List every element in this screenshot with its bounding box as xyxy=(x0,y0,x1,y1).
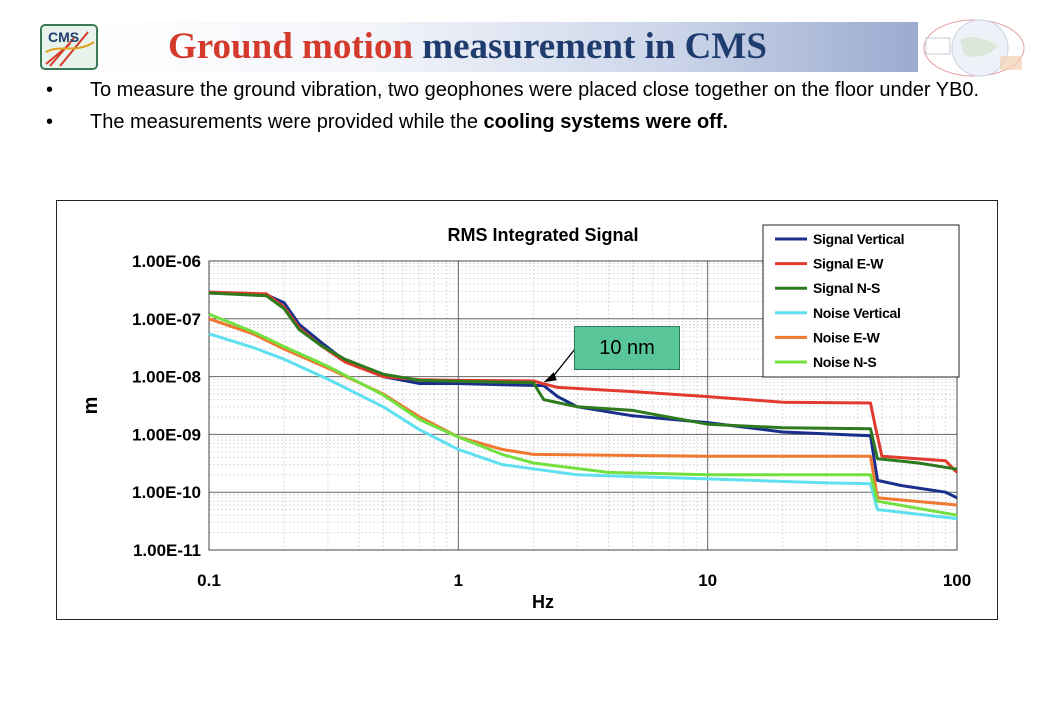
chart-title: RMS Integrated Signal xyxy=(447,225,638,245)
x-tick-label: 100 xyxy=(943,571,971,590)
chart-frame: 0.1 1 10 100 1.00E-06 1.00E-07 1.00E-08 1.00E-0… xyxy=(56,200,998,620)
page-title: Ground motion measurement in CMS xyxy=(168,24,767,70)
bullet-text: The measurements were provided while the… xyxy=(90,110,1020,134)
legend-entry: Signal E-W xyxy=(813,256,884,272)
callout-10nm: 10 nm xyxy=(574,326,680,370)
cms-logo-icon: CMS xyxy=(40,24,98,70)
legend-box xyxy=(762,224,960,378)
legend-entry: Signal N-S xyxy=(813,280,880,296)
y-tick-label: 1.00E-10 xyxy=(132,483,201,502)
title-part-blue: measurement in CMS xyxy=(422,26,767,67)
series-line xyxy=(208,291,958,500)
x-tick-label: 1 xyxy=(454,571,463,590)
bullet-glyph: • xyxy=(46,79,54,101)
cms-logo-text: CMS xyxy=(48,29,79,45)
x-tick-label: 10 xyxy=(698,571,717,590)
series-line xyxy=(208,332,958,521)
x-axis-label: Hz xyxy=(532,592,554,612)
y-tick-label: 1.00E-07 xyxy=(132,310,201,329)
x-tick-label: 0.1 xyxy=(197,571,221,590)
bullet-item: • The measurements were provided while t… xyxy=(40,110,1020,134)
y-tick-label: 1.00E-06 xyxy=(132,252,201,271)
legend-entry: Noise E-W xyxy=(813,329,881,345)
series-line xyxy=(208,291,958,471)
bullet-list: • To measure the ground vibration, two g… xyxy=(40,78,1020,142)
title-part-red: Ground motion xyxy=(168,26,414,67)
series-line xyxy=(208,312,958,517)
y-tick-label: 1.00E-09 xyxy=(132,425,201,444)
bullet-glyph: • xyxy=(46,111,54,133)
legend-entry: Noise Vertical xyxy=(813,305,901,321)
title-banner xyxy=(70,22,918,72)
callout-arrowhead xyxy=(543,372,557,383)
y-tick-label: 1.00E-08 xyxy=(132,368,201,387)
legend-entry: Signal Vertical xyxy=(813,231,904,247)
y-axis-label: m xyxy=(80,397,102,415)
callout-arrow xyxy=(551,348,576,379)
bullet-text-bold: cooling systems were off. xyxy=(483,111,729,133)
y-tick-label: 1.00E-11 xyxy=(133,541,201,560)
rms-chart: 0.1 1 10 100 1.00E-06 1.00E-07 1.00E-08 1.00E-0… xyxy=(80,224,971,612)
bullet-text: To measure the ground vibration, two geo… xyxy=(90,79,980,101)
plot-border xyxy=(208,260,958,551)
globe-logo-icon xyxy=(923,19,1025,77)
bullet-text-plain: The measurements were provided while the xyxy=(90,111,484,133)
bullet-item: • To measure the ground vibration, two g… xyxy=(40,78,1020,102)
legend-entry: Noise N-S xyxy=(813,354,876,370)
